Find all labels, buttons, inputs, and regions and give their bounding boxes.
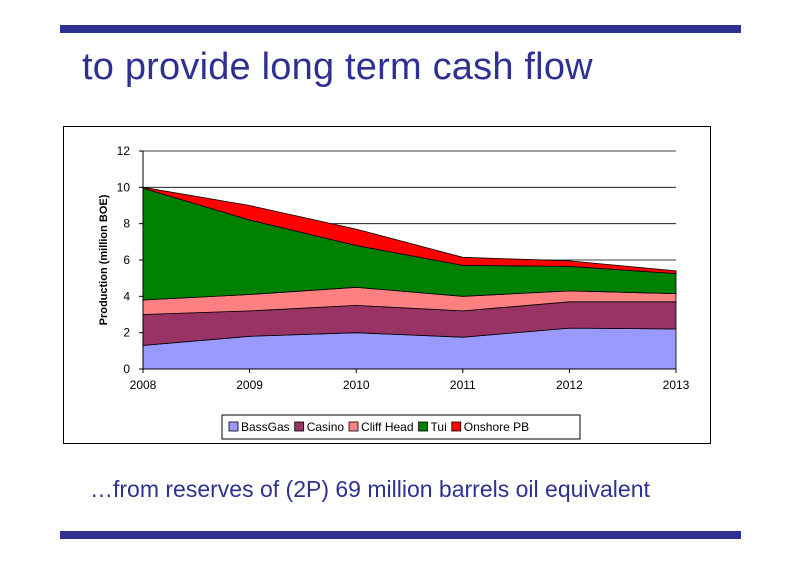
legend-swatch xyxy=(418,421,428,432)
legend-label: BassGas xyxy=(241,420,290,434)
y-tick-label: 4 xyxy=(123,289,130,303)
y-tick-label: 10 xyxy=(117,180,131,194)
legend-label: Casino xyxy=(307,420,345,434)
y-tick-label: 8 xyxy=(123,217,130,231)
legend-swatch xyxy=(348,421,359,432)
area-chart: 0 2 4 6 8 10 12 2008 2009 2010 2011 2012 2013 Produ… xyxy=(98,144,690,440)
legend-swatch xyxy=(294,421,305,432)
legend-box xyxy=(221,414,581,440)
footer-text: …from reserves of (2P) 69 million barrel… xyxy=(90,476,650,502)
legend-label: Cliff Head xyxy=(361,420,413,434)
x-tick-label: 2008 xyxy=(130,378,157,392)
y-tick-label: 6 xyxy=(123,253,130,267)
y-axis-label: Production (million BOE) xyxy=(98,194,110,325)
y-tick-label: 2 xyxy=(123,326,130,340)
y-tick-label: 12 xyxy=(117,144,131,158)
legend-swatch xyxy=(228,421,239,432)
area-onshore-pb xyxy=(142,186,677,275)
x-tick-label: 2009 xyxy=(236,378,263,392)
top-rule xyxy=(60,25,741,33)
legend-swatch xyxy=(451,421,462,432)
legend-label: Tui xyxy=(431,420,447,434)
bottom-rule xyxy=(60,531,741,539)
x-tick-label: 2013 xyxy=(663,378,690,392)
y-tick-labels: 0 2 4 6 8 10 12 xyxy=(117,144,131,376)
axes xyxy=(142,151,677,373)
x-tick-labels: 2008 2009 2010 2011 2012 2013 xyxy=(130,378,690,392)
slide-title: to provide long term cash flow xyxy=(82,46,593,88)
legend-label: Onshore PB xyxy=(464,420,529,434)
x-tick-label: 2011 xyxy=(450,378,476,392)
chart-frame: 0 2 4 6 8 10 12 2008 2009 2010 2011 2012 2013 Produ… xyxy=(63,126,711,444)
y-tick-label: 0 xyxy=(123,362,130,376)
x-tick-label: 2010 xyxy=(343,378,370,392)
series-areas xyxy=(142,186,677,370)
x-tick-label: 2012 xyxy=(556,378,583,392)
legend: BassGas Casino Cliff Head Tui Onshore PB xyxy=(221,414,581,440)
